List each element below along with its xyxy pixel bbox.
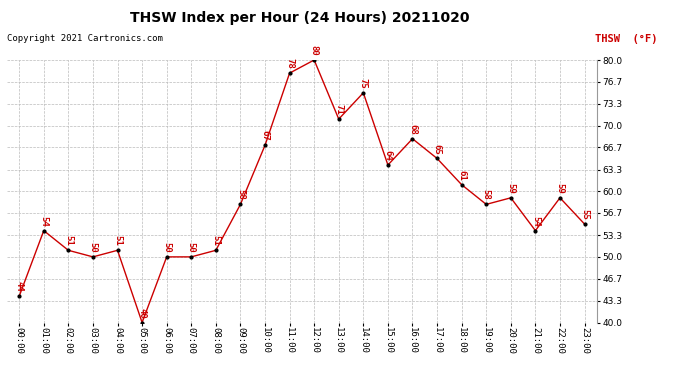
- Text: 80: 80: [310, 45, 319, 56]
- Text: 64: 64: [384, 150, 393, 161]
- Text: 71: 71: [334, 104, 343, 115]
- Text: 78: 78: [285, 58, 294, 69]
- Text: 61: 61: [457, 170, 466, 180]
- Text: 68: 68: [408, 124, 417, 135]
- Text: THSW  (°F): THSW (°F): [595, 34, 658, 44]
- Text: Copyright 2021 Cartronics.com: Copyright 2021 Cartronics.com: [7, 34, 163, 43]
- Text: 54: 54: [531, 216, 540, 226]
- Text: 55: 55: [580, 209, 589, 220]
- Text: 67: 67: [261, 130, 270, 141]
- Text: 51: 51: [64, 236, 73, 246]
- Text: 50: 50: [88, 242, 97, 253]
- Text: 50: 50: [187, 242, 196, 253]
- Text: 44: 44: [14, 281, 23, 292]
- Text: 51: 51: [113, 236, 122, 246]
- Text: 40: 40: [137, 308, 146, 318]
- Text: 65: 65: [433, 144, 442, 154]
- Text: 58: 58: [482, 189, 491, 200]
- Text: THSW Index per Hour (24 Hours) 20211020: THSW Index per Hour (24 Hours) 20211020: [130, 11, 470, 25]
- Text: 50: 50: [162, 242, 171, 253]
- Text: 59: 59: [555, 183, 564, 194]
- Text: 59: 59: [506, 183, 515, 194]
- Text: 51: 51: [211, 236, 220, 246]
- Text: 54: 54: [39, 216, 48, 226]
- Text: 58: 58: [236, 189, 245, 200]
- Text: 75: 75: [359, 78, 368, 88]
